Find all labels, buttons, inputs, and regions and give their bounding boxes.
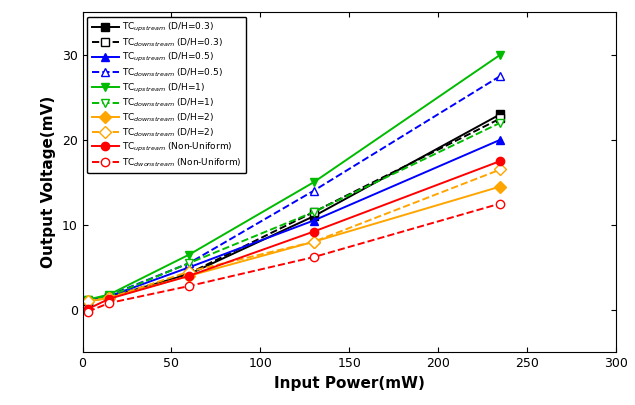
X-axis label: Input Power(mW): Input Power(mW) <box>274 376 425 391</box>
Legend: TC$_{upstream}$ (D/H=0.3), TC$_{downstream}$ (D/H=0.3), TC$_{upstream}$ (D/H=0.5: TC$_{upstream}$ (D/H=0.3), TC$_{downstre… <box>87 17 246 173</box>
Y-axis label: Output Voltage(mV): Output Voltage(mV) <box>41 96 57 269</box>
